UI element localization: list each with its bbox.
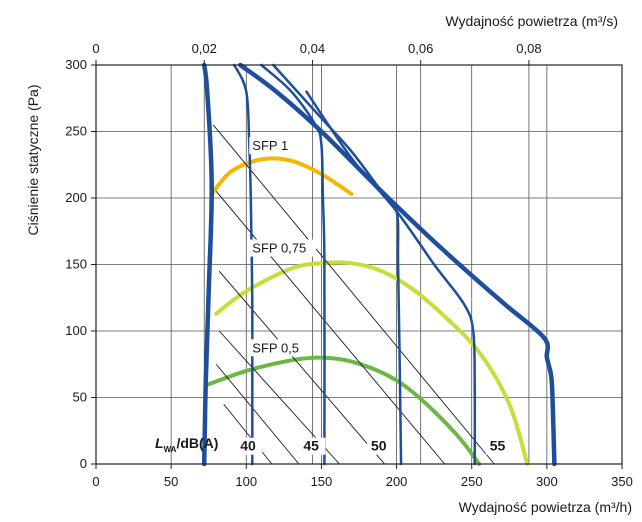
sfp-label-bg-1: [249, 239, 317, 257]
tick-label-y-1: 50: [73, 390, 87, 405]
sfp-label-bg-2: [249, 339, 309, 357]
tick-label-x-top-2: 0,04: [300, 41, 325, 56]
fan-curve-0: [201, 62, 214, 467]
lwa-label: LWA/dB(A): [155, 435, 218, 454]
curve-labels: SFP 1 SFP 0,75 SFP 0,5 40 45 50 55: [236, 137, 512, 455]
tick-label-y-6: 300: [65, 57, 87, 72]
fan-curve-3: [260, 63, 326, 466]
db-label-1: 45: [303, 438, 319, 454]
tick-label-x-bottom-0: 0: [92, 474, 99, 489]
db-label-bg-2: [367, 437, 394, 455]
db-label-0: 40: [240, 438, 256, 454]
sfp-label-bg-0: [249, 137, 294, 155]
x-bottom-axis-title: Wydajność powietrza (m³/h): [459, 499, 632, 515]
sound-line-1: [215, 191, 446, 465]
tick-labels: 0 50 100 150 200 250 300 350 0 0,02 0,04 0,06 0,08 0 5…: [65, 41, 633, 489]
tick-label-x-top-0: 0: [92, 41, 99, 56]
tick-label-y-2: 100: [65, 323, 87, 338]
fan-curve-5: [305, 90, 477, 466]
tick-label-x-bottom-1: 50: [164, 474, 178, 489]
sfp-curve-2: [206, 355, 482, 466]
sound-line-0: [212, 124, 495, 465]
y-axis-title: Ciśnienie statyczne (Pa): [25, 85, 41, 236]
tick-label-x-bottom-7: 350: [611, 474, 633, 489]
tick-label-x-top-1: 0,02: [192, 41, 217, 56]
tick-label-y-0: 0: [80, 456, 87, 471]
sound-line-2: [218, 270, 385, 465]
tick-label-x-bottom-6: 300: [536, 474, 558, 489]
lwa-label-tail: /dB(A): [176, 435, 218, 451]
db-label-bg-3: [485, 437, 512, 455]
tick-label-x-top-4: 0,08: [516, 41, 541, 56]
tick-label-y-5: 250: [65, 124, 87, 139]
db-label-bg-0: [236, 437, 263, 455]
lwa-label-sub: WA: [164, 445, 177, 454]
lwa-label-main: L: [155, 435, 164, 451]
fan-curves: [201, 62, 557, 467]
db-label-2: 50: [371, 438, 387, 454]
sfp-label-0: SFP 1: [252, 138, 288, 153]
sfp-curves: [206, 156, 530, 466]
db-label-3: 55: [490, 438, 506, 454]
tick-label-x-bottom-2: 100: [235, 474, 257, 489]
fan-curve-4: [272, 63, 403, 466]
tick-label-y-3: 150: [65, 257, 87, 272]
x-top-axis-title: Wydajność powietrza (m³/s): [445, 13, 618, 29]
db-label-bg-1: [299, 437, 326, 455]
tick-label-x-top-3: 0,06: [408, 41, 433, 56]
tick-label-y-4: 200: [65, 190, 87, 205]
fan-curve-2: [233, 63, 254, 466]
sfp-curve-0: [209, 156, 354, 196]
sfp-label-1: SFP 0,75: [252, 241, 306, 256]
tick-label-x-bottom-3: 150: [311, 474, 333, 489]
sfp-curve-1: [214, 260, 530, 466]
tick-label-x-bottom-4: 200: [386, 474, 408, 489]
sound-line-5: [223, 403, 273, 465]
tick-label-x-bottom-5: 250: [461, 474, 483, 489]
sfp-label-2: SFP 0,5: [252, 340, 299, 355]
sound-line-4: [215, 363, 300, 465]
fan-curve-1: [238, 62, 557, 467]
